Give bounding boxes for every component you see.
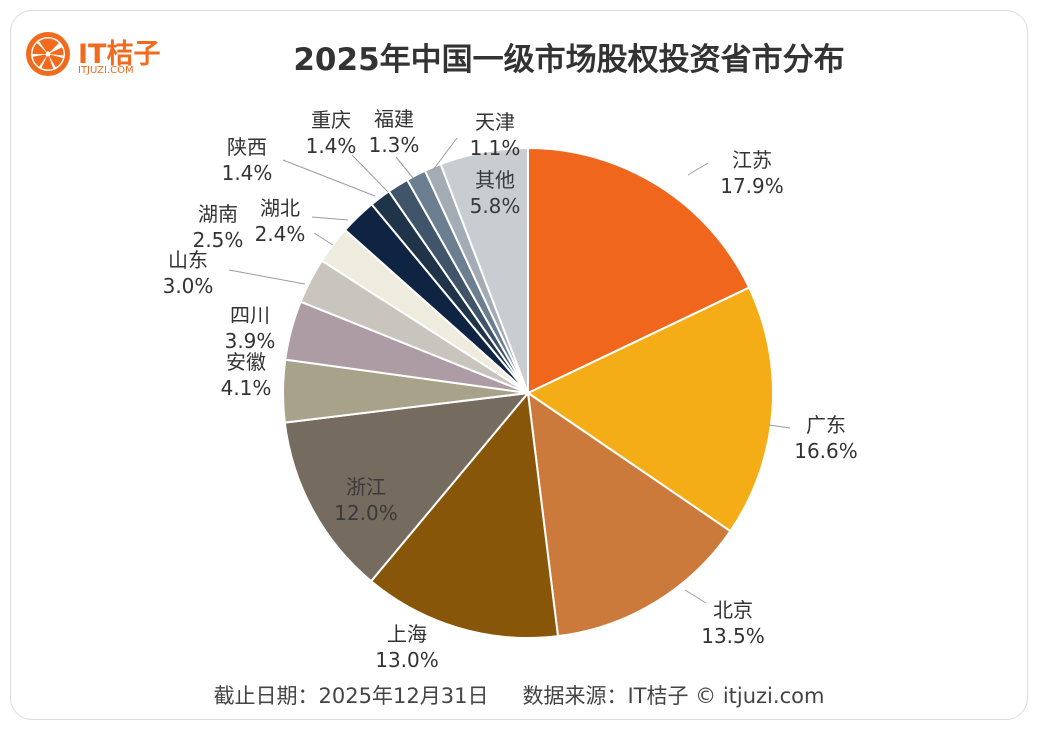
brand-domain: ITJUZI.COM xyxy=(78,65,134,76)
slice-label-2: 广东 xyxy=(806,413,846,437)
leader-line-10 xyxy=(311,216,349,221)
chart-title: 2025年中国一级市场股权投资省市分布 xyxy=(293,42,845,78)
leader-line-14 xyxy=(432,137,458,171)
leader-line-13 xyxy=(395,156,414,179)
slice-value-6: 4.1% xyxy=(221,376,272,400)
cutoff-date: 截止日期：2025年12月31日 xyxy=(213,684,489,708)
slice-label-9: 湖南 xyxy=(198,202,238,226)
slice-label-4: 上海 xyxy=(387,622,427,646)
slice-value-3: 13.5% xyxy=(701,624,765,648)
slice-label-8: 山东 xyxy=(168,248,208,272)
slice-label-7: 四川 xyxy=(230,303,270,327)
slice-label-10: 湖北 xyxy=(260,196,300,220)
pie-slice-4[interactable] xyxy=(370,392,559,639)
leader-line-11 xyxy=(282,159,376,197)
slice-label-5: 浙江 xyxy=(346,475,386,499)
slice-label-6: 安徽 xyxy=(226,350,266,374)
slice-label-13: 福建 xyxy=(374,107,414,131)
leader-line-2 xyxy=(768,424,791,429)
slice-value-5: 12.0% xyxy=(334,501,398,525)
slice-value-11: 1.4% xyxy=(222,161,273,185)
slice-value-9: 2.5% xyxy=(193,228,244,252)
slice-label-14: 天津 xyxy=(475,110,515,134)
slice-value-4: 13.0% xyxy=(375,648,439,672)
leader-line-3 xyxy=(684,589,707,604)
slice-value-14: 1.1% xyxy=(470,136,521,160)
slice-label-11: 陕西 xyxy=(227,135,267,159)
slice-value-8: 3.0% xyxy=(163,274,214,298)
slice-value-7: 3.9% xyxy=(225,329,276,353)
leader-line-12 xyxy=(351,154,389,193)
pie-slice-15[interactable] xyxy=(439,147,529,394)
footer: 截止日期：2025年12月31日 数据来源：IT桔子 © itjuzi.com xyxy=(0,680,1038,710)
slice-value-1: 17.9% xyxy=(720,174,784,198)
slice-label-1: 江苏 xyxy=(732,148,772,172)
slice-value-13: 1.3% xyxy=(369,133,420,157)
slice-value-2: 16.6% xyxy=(794,439,858,463)
brand-logo[interactable]: IT桔子 ITJUZI.COM xyxy=(24,30,174,80)
slice-label-15: 其他 xyxy=(475,168,515,192)
slice-label-12: 重庆 xyxy=(311,108,351,132)
leader-line-8 xyxy=(228,269,306,285)
slice-value-10: 2.4% xyxy=(255,222,306,246)
data-source: 数据来源：IT桔子 © itjuzi.com xyxy=(522,684,825,708)
brand-name: IT桔子 xyxy=(78,39,161,70)
pie-slice-1[interactable] xyxy=(527,147,751,394)
pie-slice-5[interactable] xyxy=(283,392,529,583)
slice-value-12: 1.4% xyxy=(306,134,357,158)
orange-slice-icon xyxy=(26,32,70,76)
slice-value-15: 5.8% xyxy=(470,194,521,218)
leader-line-1 xyxy=(687,162,709,176)
pie-slice-3[interactable] xyxy=(527,392,732,638)
slice-label-3: 北京 xyxy=(713,598,753,622)
leader-line-9 xyxy=(313,232,334,246)
pie-slice-2[interactable] xyxy=(527,286,774,533)
